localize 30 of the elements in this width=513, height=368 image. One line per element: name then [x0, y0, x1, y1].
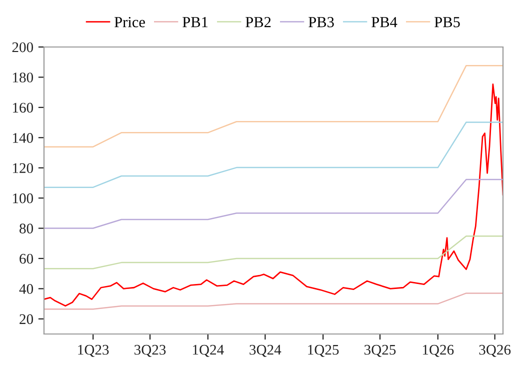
y-tick-label: 100	[12, 193, 34, 204]
x-tick-label: 1Q24	[192, 344, 224, 357]
legend-label: Price	[114, 17, 145, 28]
legend-label: PB1	[182, 17, 208, 28]
y-tick-label: 60	[20, 254, 34, 264]
y-tick-label: 160	[12, 102, 34, 113]
y-tick-label: 20	[20, 314, 34, 324]
line-series	[44, 83, 503, 307]
legend-label: PB4	[372, 17, 398, 28]
legend-label: PB2	[246, 17, 271, 28]
legend-label: PB5	[434, 17, 460, 28]
y-tick-label: 40	[19, 284, 34, 294]
y-tick-label: 120	[12, 163, 34, 174]
x-tick-label: 3Q23	[134, 344, 166, 357]
x-tick-label: 1Q26	[422, 344, 454, 357]
y-tick-label: 200	[12, 42, 34, 52]
x-tick-label: 3Q26	[479, 344, 511, 357]
line-series	[44, 292, 503, 310]
x-tick-label: 1Q23	[78, 344, 109, 357]
line-series	[44, 122, 503, 188]
x-tick-label: 3Q24	[250, 344, 282, 357]
y-tick-label: 80	[20, 224, 34, 234]
x-tick-label: 1Q25	[308, 344, 339, 357]
line-series	[44, 64, 503, 148]
x-tick-label: 3Q25	[364, 344, 396, 357]
y-tick-label: 140	[12, 132, 34, 143]
line-series	[44, 178, 503, 229]
y-tick-label: 180	[12, 72, 34, 82]
legend-label: PB3	[308, 17, 334, 28]
line-series	[44, 235, 503, 270]
